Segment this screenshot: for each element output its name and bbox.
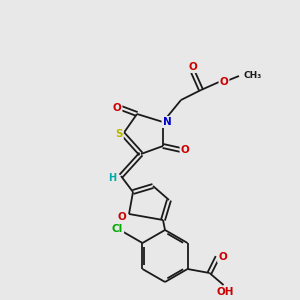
Text: O: O — [118, 212, 126, 222]
Text: O: O — [112, 103, 122, 113]
Text: O: O — [220, 77, 228, 87]
Text: S: S — [115, 129, 123, 139]
Text: O: O — [218, 252, 227, 262]
Text: N: N — [163, 117, 171, 127]
Text: Cl: Cl — [112, 224, 123, 234]
Text: O: O — [181, 145, 189, 155]
Text: CH₃: CH₃ — [243, 71, 261, 80]
Text: H: H — [108, 173, 116, 183]
Text: OH: OH — [217, 287, 234, 297]
Text: O: O — [189, 62, 197, 72]
